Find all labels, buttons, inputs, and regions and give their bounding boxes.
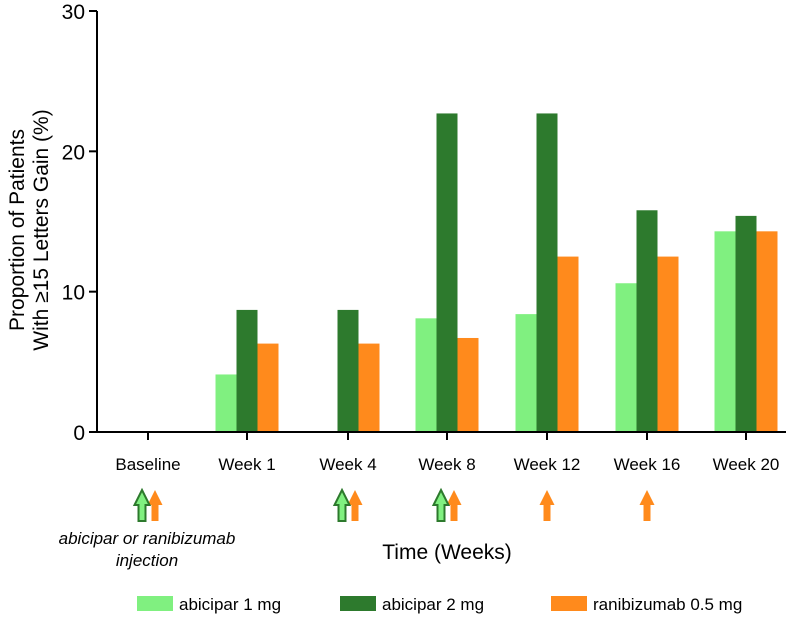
abicipar-injection-arrow-icon-0	[132, 487, 152, 522]
bar-ranibizumab-0-5-mg-1	[257, 343, 279, 432]
bar-abicipar-2-mg-6	[735, 215, 757, 432]
y-tick-label-0: 0	[73, 422, 85, 445]
bar-ranibizumab-0-5-mg-4	[557, 256, 579, 432]
abicipar-injection-arrow-icon-2	[332, 487, 352, 522]
bar-ranibizumab-0-5-mg-5	[657, 256, 679, 432]
legend-swatch-2	[551, 596, 587, 611]
ranibizumab-injection-arrow-icon-4	[539, 490, 555, 521]
ranibizumab-injection-arrow-icon-3	[446, 490, 462, 521]
bar-abicipar-1-mg-6	[714, 231, 736, 432]
bar-abicipar-1-mg-3	[415, 318, 437, 432]
legend-swatch-1	[340, 596, 376, 611]
y-tick-label-20: 20	[62, 141, 85, 164]
legend: abicipar 1 mg abicipar 2 mg ranibizumab 0.…	[137, 595, 742, 614]
legend-label-1: abicipar 2 mg	[382, 595, 484, 614]
abicipar-injection-arrow-icon-3	[431, 487, 451, 522]
x-tick-label-3: Week 8	[418, 455, 475, 474]
bar-abicipar-1-mg-5	[615, 283, 637, 432]
y-axis-label-line-2: With ≥15 Letters Gain (%)	[30, 109, 53, 350]
bar-abicipar-1-mg-1	[215, 374, 237, 432]
bar-abicipar-2-mg-2	[337, 309, 359, 432]
bar-abicipar-2-mg-1	[236, 309, 258, 432]
x-tick-label-2: Week 4	[319, 455, 376, 474]
legend-swatch-0	[137, 596, 173, 611]
ranibizumab-injection-arrow-icon-2	[347, 490, 363, 521]
x-tick-label-6: Week 20	[713, 455, 780, 474]
bar-abicipar-2-mg-4	[536, 113, 558, 433]
bar-ranibizumab-0-5-mg-3	[457, 337, 479, 432]
bars-layer	[215, 113, 778, 433]
bar-abicipar-1-mg-4	[515, 314, 537, 432]
x-tick-label-5: Week 16	[614, 455, 681, 474]
x-tick-label-0: Baseline	[115, 455, 180, 474]
axes-layer: 0 10 20 30 Baseline Week 1 Week 4 Week 8 Week 12…	[62, 1, 786, 474]
injection-note-line-1: abicipar or ranibizumab	[59, 529, 236, 548]
x-axis-label: Time (Weeks)	[382, 541, 512, 564]
bar-ranibizumab-0-5-mg-2	[358, 343, 380, 432]
x-tick-label-4: Week 12	[514, 455, 581, 474]
y-tick-label-10: 10	[62, 282, 85, 305]
bar-ranibizumab-0-5-mg-6	[756, 231, 778, 432]
legend-label-2: ranibizumab 0.5 mg	[593, 595, 742, 614]
injection-arrows-layer	[132, 487, 655, 522]
ranibizumab-injection-arrow-icon-5	[639, 490, 655, 521]
ranibizumab-injection-arrow-icon-0	[147, 490, 163, 521]
injection-note-line-2: injection	[116, 551, 178, 570]
bar-abicipar-2-mg-3	[436, 113, 458, 433]
y-tick-label-30: 30	[62, 1, 85, 24]
legend-label-0: abicipar 1 mg	[179, 595, 281, 614]
y-axis-label-line-1: Proportion of Patients	[6, 129, 29, 331]
x-tick-label-1: Week 1	[218, 455, 275, 474]
bar-abicipar-2-mg-5	[636, 210, 658, 432]
